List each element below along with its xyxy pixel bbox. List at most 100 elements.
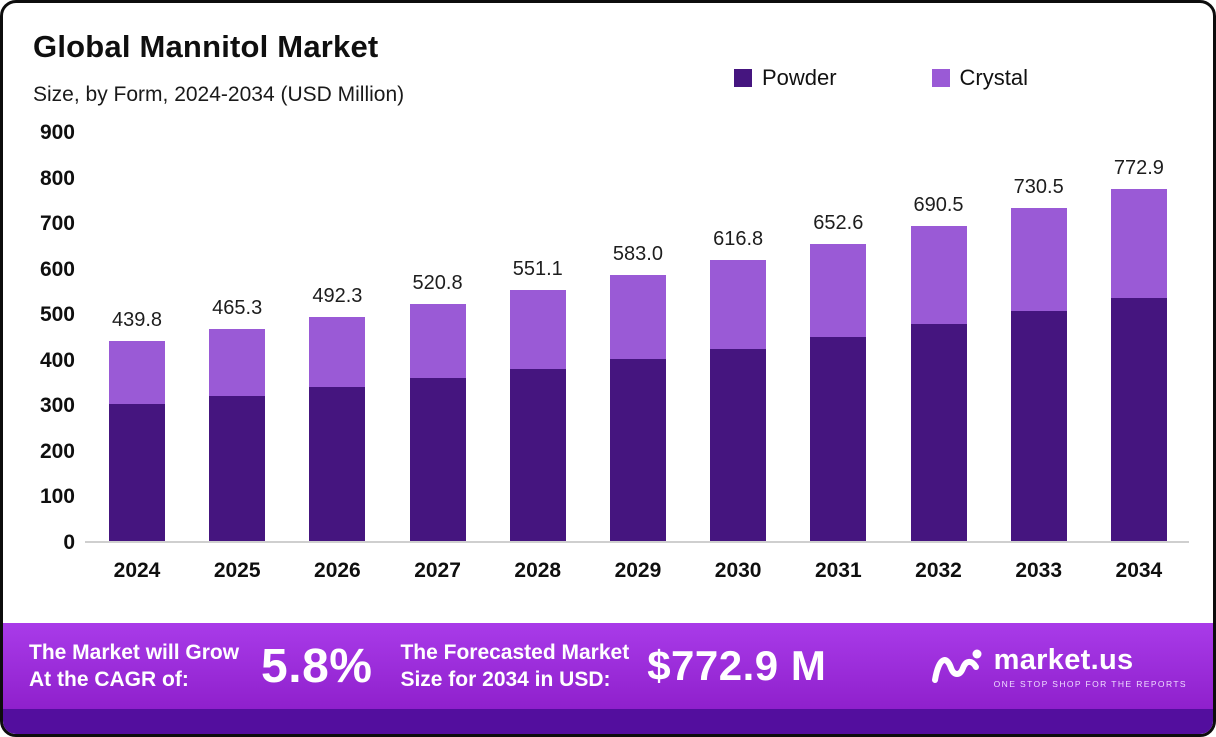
powder-segment bbox=[209, 396, 266, 541]
bar-stack bbox=[509, 289, 566, 541]
crystal-swatch-icon bbox=[931, 69, 950, 87]
powder-segment bbox=[1010, 311, 1067, 541]
bar-total-label: 492.3 bbox=[312, 284, 363, 307]
x-axis-label: 2024 bbox=[113, 559, 161, 582]
legend: Powder Crystal bbox=[733, 65, 1028, 91]
bar-column: 551.1 2028 bbox=[509, 133, 566, 582]
legend-item-powder: Powder bbox=[733, 65, 837, 91]
legend-label-crystal: Crystal bbox=[959, 65, 1028, 90]
y-tick-label: 0 bbox=[63, 531, 75, 554]
x-axis-label: 2025 bbox=[213, 559, 261, 582]
title-block: Global Mannitol Market Size, by Form, 20… bbox=[33, 29, 404, 107]
powder-segment bbox=[409, 378, 466, 541]
chart-subtitle: Size, by Form, 2024-2034 (USD Million) bbox=[33, 83, 405, 106]
powder-segment bbox=[710, 349, 767, 541]
y-tick-label: 400 bbox=[39, 348, 75, 372]
bar-total-label: 551.1 bbox=[512, 257, 563, 280]
powder-swatch-icon bbox=[733, 69, 752, 87]
crystal-segment bbox=[1010, 208, 1067, 312]
y-tick-label: 900 bbox=[39, 121, 75, 144]
chart-body: 0 100 200 300 400 500 600 700 800 900 439.8 2024 46… bbox=[3, 121, 1213, 623]
bar-total-label: 465.3 bbox=[212, 297, 263, 320]
footer-strip bbox=[3, 709, 1213, 734]
bar-total-label: 616.8 bbox=[713, 228, 764, 251]
x-axis-label: 2026 bbox=[314, 559, 361, 582]
bar-column: 465.3 2025 bbox=[209, 133, 266, 582]
y-tick-label: 800 bbox=[39, 166, 75, 190]
crystal-segment bbox=[209, 329, 266, 397]
brand-text: market.us One Stop Shop For The Reports bbox=[994, 644, 1187, 689]
bar-total-label: 690.5 bbox=[913, 194, 964, 217]
marketus-wave-icon bbox=[931, 649, 982, 683]
x-axis-label: 2033 bbox=[1015, 559, 1063, 582]
bar-column: 730.5 2033 bbox=[1010, 133, 1067, 582]
crystal-segment bbox=[509, 289, 566, 369]
crystal-segment bbox=[910, 226, 967, 325]
bar-column: 583.0 2029 bbox=[609, 133, 666, 582]
bar-stack bbox=[109, 340, 165, 541]
powder-segment bbox=[810, 336, 867, 541]
banner: The Market will Grow At the CAGR of: 5.8… bbox=[3, 623, 1213, 709]
y-tick-label: 600 bbox=[39, 257, 75, 281]
bar-total-label: 520.8 bbox=[412, 271, 463, 294]
brand-name: market.us bbox=[993, 643, 1134, 676]
powder-segment bbox=[1110, 298, 1167, 541]
powder-segment bbox=[509, 368, 566, 541]
brand-logo: market.us One Stop Shop For The Reports bbox=[930, 644, 1187, 689]
powder-segment bbox=[910, 324, 967, 541]
crystal-segment bbox=[609, 275, 666, 359]
powder-segment bbox=[109, 404, 165, 541]
y-tick-label: 300 bbox=[39, 394, 75, 418]
banner-forecast-caption: The Forecasted Market Size for 2034 in U… bbox=[400, 640, 630, 691]
bar-stack bbox=[609, 275, 666, 541]
chart-title: Global Mannitol Market bbox=[33, 29, 379, 64]
bar-stack bbox=[309, 316, 366, 541]
x-axis-label: 2030 bbox=[714, 559, 762, 582]
crystal-segment bbox=[309, 316, 366, 388]
y-tick-label: 100 bbox=[39, 485, 75, 509]
bar-total-label: 439.8 bbox=[111, 308, 163, 331]
bar-stack bbox=[209, 329, 266, 541]
bar-column: 520.8 2027 bbox=[409, 133, 466, 582]
crystal-segment bbox=[710, 260, 767, 350]
bar-stack bbox=[810, 243, 867, 541]
crystal-segment bbox=[1110, 188, 1167, 299]
x-axis-label: 2029 bbox=[614, 559, 662, 582]
plot-area: 439.8 2024 465.3 2025 492.3 2026 520.8 2027 551.… bbox=[85, 133, 1189, 582]
bar-stack bbox=[409, 303, 466, 541]
brand-tagline: One Stop Shop For The Reports bbox=[993, 678, 1187, 689]
bar-column: 439.8 2024 bbox=[109, 133, 165, 582]
crystal-segment bbox=[810, 243, 867, 337]
x-axis-label: 2027 bbox=[414, 559, 461, 582]
y-tick-label: 500 bbox=[39, 303, 75, 327]
x-axis-label: 2031 bbox=[814, 559, 862, 582]
powder-segment bbox=[609, 358, 666, 541]
bar-column: 690.5 2032 bbox=[910, 133, 967, 582]
crystal-segment bbox=[409, 303, 466, 379]
legend-item-crystal: Crystal bbox=[931, 65, 1028, 91]
bar-stack bbox=[710, 260, 767, 541]
cagr-value: 5.8% bbox=[261, 639, 373, 693]
powder-segment bbox=[309, 387, 366, 541]
bar-column: 616.8 2030 bbox=[710, 133, 767, 582]
legend-label-powder: Powder bbox=[761, 65, 837, 90]
bar-stack bbox=[1110, 188, 1167, 541]
bar-total-label: 583.0 bbox=[612, 243, 663, 266]
y-tick-label: 700 bbox=[39, 212, 75, 236]
bar-total-label: 652.6 bbox=[813, 211, 864, 234]
x-axis-label: 2034 bbox=[1115, 559, 1163, 582]
bar-column: 772.9 2034 bbox=[1110, 133, 1167, 582]
y-axis: 0 100 200 300 400 500 600 700 800 900 bbox=[3, 121, 85, 554]
bar-total-label: 772.9 bbox=[1113, 156, 1164, 179]
x-axis-label: 2032 bbox=[915, 559, 962, 582]
forecast-size-value: $772.9 M bbox=[647, 642, 827, 689]
bar-column: 492.3 2026 bbox=[309, 133, 366, 582]
crystal-segment bbox=[109, 340, 165, 405]
bar-stack bbox=[910, 226, 967, 541]
chart-header: Global Mannitol Market Size, by Form, 20… bbox=[3, 3, 1213, 107]
bar-total-label: 730.5 bbox=[1013, 176, 1064, 199]
x-axis-label: 2028 bbox=[514, 559, 562, 582]
y-tick-label: 200 bbox=[39, 439, 75, 463]
bar-column: 652.6 2031 bbox=[810, 133, 867, 582]
